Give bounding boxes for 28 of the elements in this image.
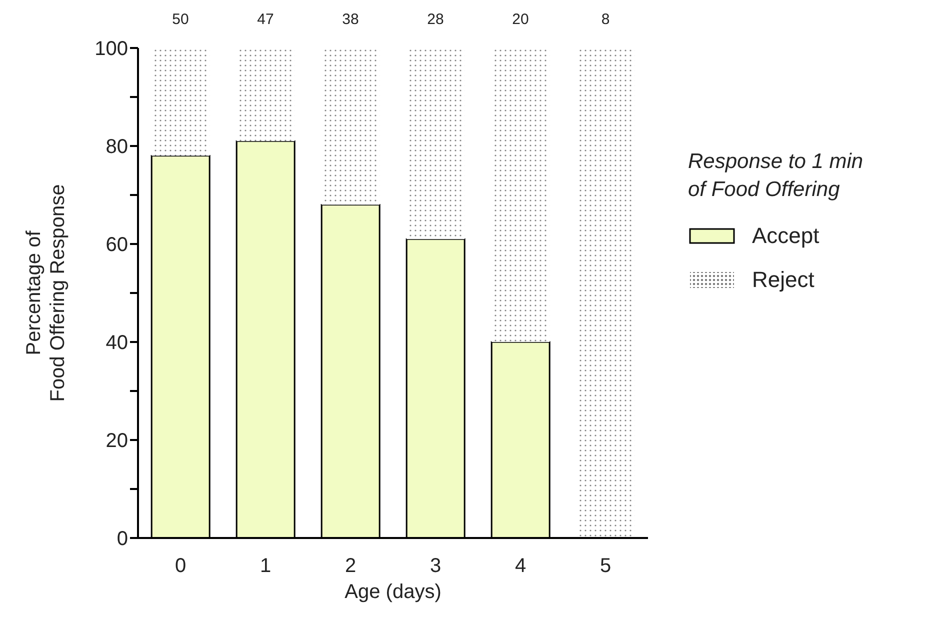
bar [152, 48, 210, 156]
bar [492, 48, 550, 342]
x-tick-label: 3 [430, 555, 442, 578]
annotation: 20 [512, 11, 529, 28]
legend-label: Accept [752, 223, 820, 249]
annotation: 38 [342, 11, 359, 28]
y-tick-label: 60 [106, 234, 128, 256]
annotation: 50 [172, 11, 189, 28]
annotation: 8 [601, 11, 610, 28]
text: Reject [752, 267, 814, 293]
x-tick-label: 2 [344, 555, 356, 578]
y-axis-title: Percentage of Food Offering Response [23, 184, 69, 402]
y-tick-label: 20 [106, 430, 128, 452]
x-tick-label: 5 [600, 555, 612, 578]
y-tick-label: 100 [94, 38, 128, 60]
annotation: 28 [427, 11, 444, 28]
y-tick-label: 80 [106, 136, 128, 158]
x-tick-label: 1 [260, 555, 272, 578]
x-axis-title: Age (days) [344, 581, 442, 603]
legend-title: Response to 1 min of Food Offering [688, 149, 864, 203]
x-tick-label: 4 [514, 555, 526, 578]
annotation: 47 [257, 11, 274, 28]
x-tick-label: 0 [174, 555, 186, 578]
bar [406, 48, 465, 240]
bar [236, 48, 295, 142]
bar [322, 48, 380, 205]
y-tick-label: 0 [116, 528, 128, 550]
y-tick-label: 40 [106, 332, 128, 354]
